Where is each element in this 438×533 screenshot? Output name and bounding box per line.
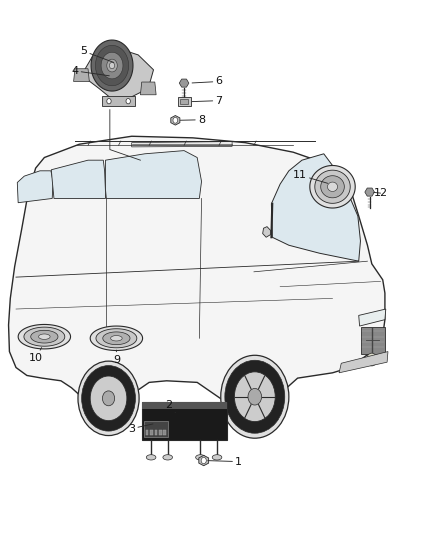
Text: 9: 9 [113,350,120,365]
Polygon shape [315,170,350,204]
Polygon shape [111,336,122,341]
Polygon shape [95,45,129,86]
Polygon shape [107,59,117,72]
FancyBboxPatch shape [180,99,188,104]
Polygon shape [359,309,386,326]
Ellipse shape [163,455,173,460]
Circle shape [126,99,131,104]
FancyBboxPatch shape [141,401,226,409]
Circle shape [90,376,127,421]
FancyBboxPatch shape [155,430,157,435]
Circle shape [110,62,115,69]
Polygon shape [91,40,133,91]
Ellipse shape [146,455,156,460]
FancyBboxPatch shape [159,430,162,435]
Ellipse shape [212,455,222,460]
Polygon shape [31,330,58,343]
Polygon shape [141,82,156,95]
Polygon shape [328,182,338,191]
Text: 5: 5 [80,46,114,62]
Polygon shape [103,332,130,345]
Circle shape [173,117,178,123]
FancyBboxPatch shape [163,430,166,435]
Circle shape [221,356,289,438]
Polygon shape [106,151,201,198]
Circle shape [107,99,111,104]
Polygon shape [310,166,355,208]
Polygon shape [90,326,143,351]
Ellipse shape [196,455,205,460]
Polygon shape [263,227,271,237]
Polygon shape [17,171,53,203]
Polygon shape [18,325,71,349]
Text: 10: 10 [28,348,42,363]
Circle shape [248,389,261,405]
Polygon shape [101,52,123,79]
Polygon shape [272,154,360,261]
Polygon shape [132,142,232,147]
Text: 4: 4 [71,66,110,76]
FancyBboxPatch shape [146,430,148,435]
Polygon shape [339,352,388,373]
Polygon shape [39,334,50,340]
Polygon shape [321,176,344,198]
Circle shape [81,366,135,431]
Polygon shape [9,136,385,406]
FancyBboxPatch shape [102,96,135,106]
Circle shape [367,353,377,366]
Text: 1: 1 [208,457,242,466]
Text: 12: 12 [374,188,388,198]
FancyBboxPatch shape [361,327,385,354]
FancyBboxPatch shape [144,421,168,437]
Polygon shape [365,188,374,196]
Polygon shape [81,49,153,99]
Text: 3: 3 [128,424,153,434]
Polygon shape [96,329,137,348]
Text: 8: 8 [180,115,205,125]
Circle shape [225,360,285,433]
Circle shape [78,361,139,435]
Circle shape [234,372,275,422]
FancyBboxPatch shape [141,401,226,440]
Polygon shape [199,455,208,466]
FancyBboxPatch shape [177,97,191,107]
Polygon shape [171,116,180,125]
Text: 11: 11 [293,170,328,183]
Circle shape [102,391,115,406]
Polygon shape [51,160,106,198]
FancyBboxPatch shape [150,430,153,435]
Text: 2: 2 [165,400,175,413]
Polygon shape [74,69,89,82]
Polygon shape [179,79,189,87]
Circle shape [201,457,206,464]
Text: 7: 7 [192,95,223,106]
Polygon shape [24,327,65,346]
Text: 6: 6 [192,77,223,86]
